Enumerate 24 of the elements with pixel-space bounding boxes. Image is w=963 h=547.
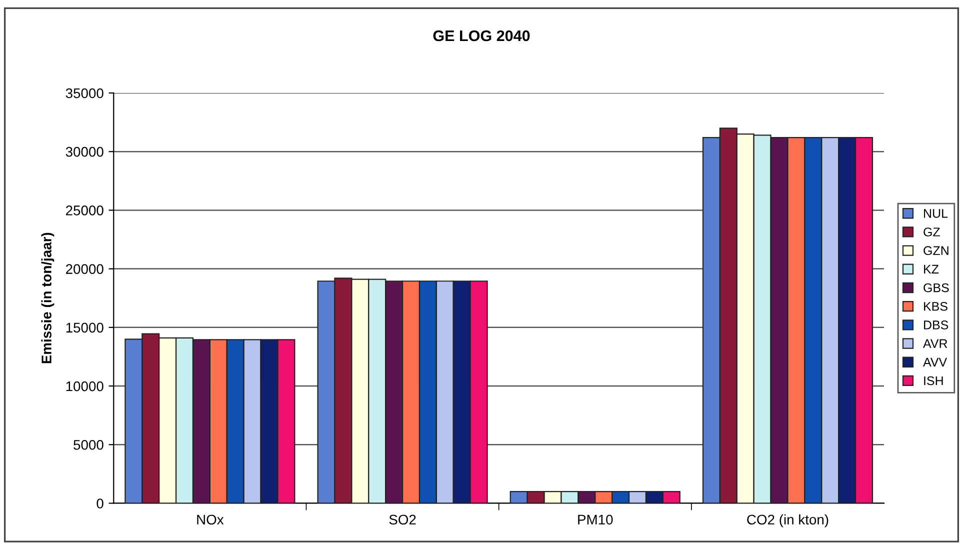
x-tick-label: SO2 [389,514,416,525]
x-tick-label: CO2 (in kton) [747,514,828,528]
legend-label: AVV [923,358,948,366]
y-tick-label: 0 [96,498,104,508]
y-tick-label: 15000 [66,322,104,333]
legend-label: KZ [924,264,939,274]
y-tick-label: 35000 [66,88,104,98]
legend-label: NUL [924,209,948,218]
x-tick-label: PM10 [578,514,613,525]
y-tick-label: 30000 [66,146,104,157]
legend-label: ISH [924,376,943,386]
legend-label: KBS [924,302,948,311]
y-tick-label: 5000 [74,440,104,450]
legend-label: DBS [924,320,948,330]
legend-label: GZ [924,228,940,236]
legend-label: GZN [924,246,948,256]
legend-label: GBS [924,283,949,292]
y-axis-title: Emissie (in ton/jaar) [41,232,54,364]
y-tick-label: 25000 [66,206,104,216]
legend-label: AVR [923,339,948,348]
chart-title: GE LOG 2040 [433,30,530,42]
x-tick-label: NOx [197,514,224,525]
y-tick-label: 20000 [66,264,104,274]
y-tick-label: 10000 [66,381,104,392]
